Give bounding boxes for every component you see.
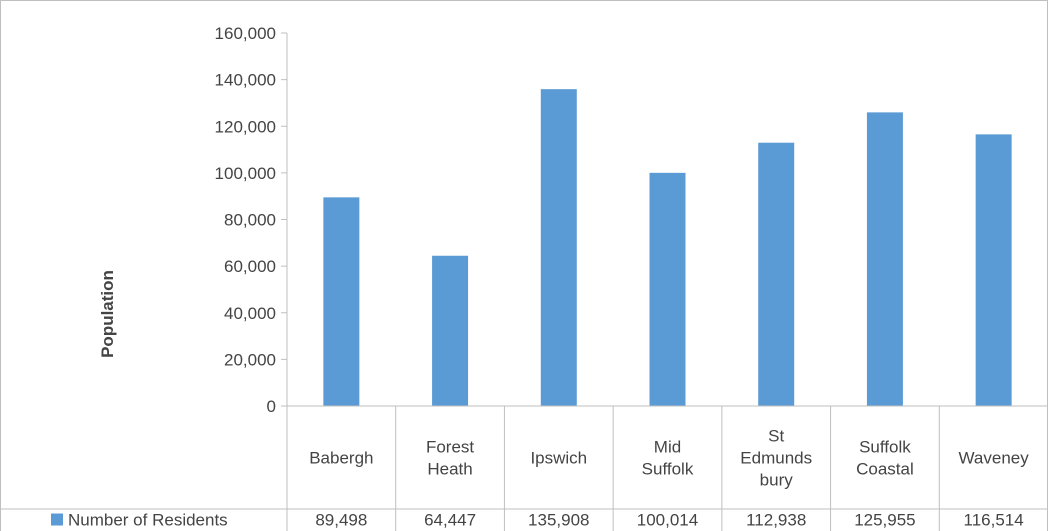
table-value: 116,514	[964, 511, 1024, 530]
y-tick-label: 120,000	[215, 117, 276, 136]
table-value: 89,498	[315, 511, 367, 530]
data-table: Babergh Forest Heath Ipswich Mid Suffolk St Edm…	[0, 405, 1048, 531]
bar	[649, 172, 686, 406]
category-label: St Edmunds bury	[740, 427, 812, 490]
category-label: Waveney	[959, 449, 1030, 468]
table-value: 100,014	[637, 511, 698, 530]
y-tick-label: 40,000	[224, 304, 276, 323]
table-value: 64,447	[424, 511, 476, 530]
category-label: Suffolk Coastal	[856, 438, 914, 479]
legend-series-name: Number of Residents	[68, 511, 228, 530]
bar	[432, 255, 469, 406]
table-value: 135,908	[528, 511, 589, 530]
category-label: Ipswich	[530, 449, 587, 468]
y-tick-label: 140,000	[215, 71, 276, 90]
y-axis: 0 20,000 40,000 60,000 80,000 100,000 120,000 1…	[215, 24, 288, 416]
bars	[323, 89, 1012, 407]
y-tick-label: 0	[267, 397, 276, 416]
bar	[975, 134, 1012, 406]
table-value: 112,938	[746, 511, 806, 530]
bar	[866, 112, 903, 407]
y-tick-label: 60,000	[224, 257, 276, 276]
bar	[758, 142, 795, 406]
legend-swatch	[51, 513, 63, 526]
y-tick-label: 80,000	[224, 211, 276, 230]
bar	[323, 197, 360, 406]
table-value: 125,955	[854, 511, 915, 530]
y-tick-label: 160,000	[215, 24, 276, 43]
category-label: Babergh	[309, 449, 373, 468]
bar	[540, 89, 577, 406]
y-axis-title: Population	[98, 270, 117, 358]
category-label: Forest Heath	[426, 438, 474, 479]
y-tick-label: 100,000	[215, 164, 276, 183]
category-label: Mid Suffolk	[642, 438, 694, 479]
y-tick-label: 20,000	[224, 350, 276, 369]
